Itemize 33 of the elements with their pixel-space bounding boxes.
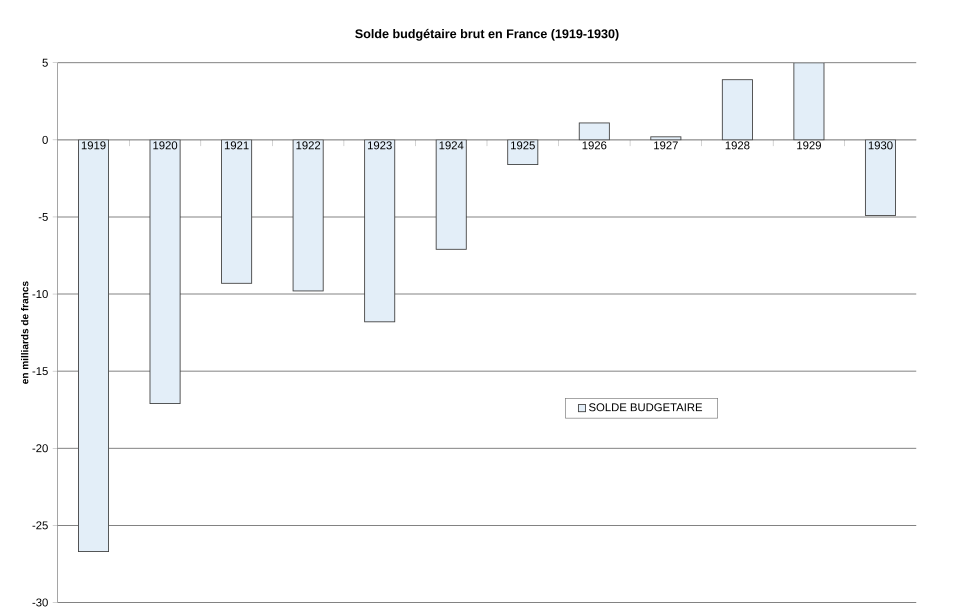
y-tick-label: 5 — [42, 58, 48, 67]
bar — [364, 139, 396, 322]
x-tick-label: 1924 — [440, 141, 464, 150]
x-tick-label: 1919 — [82, 141, 106, 150]
bar — [78, 139, 110, 552]
bar — [864, 139, 896, 216]
bar — [722, 79, 753, 140]
x-tick-label: 1928 — [726, 141, 750, 150]
x-tick-label: 1921 — [224, 141, 249, 150]
bar — [221, 139, 252, 284]
y-axis-title: en milliards de francs — [20, 281, 28, 384]
bar — [436, 139, 467, 250]
bar — [578, 122, 610, 140]
y-tick-label: -10 — [32, 290, 48, 298]
y-tick-label: -20 — [32, 444, 48, 452]
x-tick-label: 1926 — [582, 141, 606, 150]
x-tick-label: 1922 — [296, 141, 320, 150]
y-tick-label: 0 — [42, 136, 48, 144]
x-tick-label: 1930 — [868, 141, 893, 150]
y-tick-label: -30 — [32, 598, 48, 606]
y-tick-label: -25 — [32, 521, 48, 530]
bar — [292, 139, 324, 292]
x-tick-label: 1920 — [153, 141, 178, 150]
y-tick-label: -15 — [32, 367, 48, 376]
bar — [793, 62, 824, 140]
bar — [150, 139, 181, 404]
x-tick-label: 1927 — [654, 141, 678, 150]
x-tick-label: 1923 — [368, 141, 392, 150]
y-tick-label: -5 — [38, 213, 48, 221]
chart-title: Solde budgétaire brut en France (1919-1930) — [355, 28, 619, 41]
x-tick-label: 1925 — [511, 141, 535, 150]
x-tick-label: 1929 — [797, 141, 821, 150]
legend-label: SOLDE BUDGETAIRE — [589, 403, 702, 412]
